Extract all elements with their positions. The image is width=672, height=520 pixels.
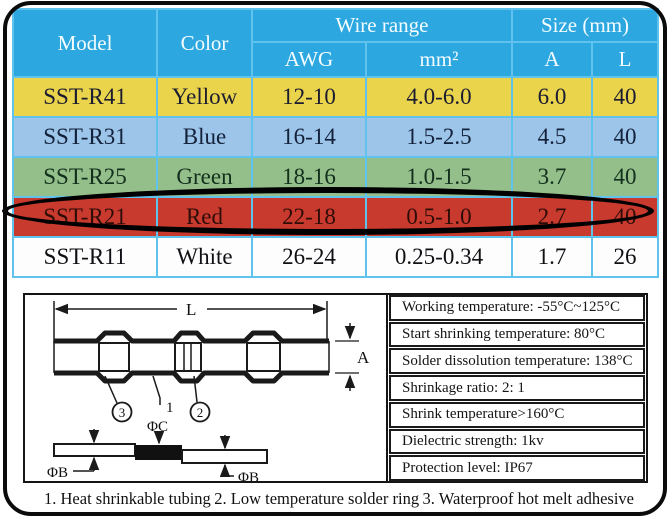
- size-a-cell: 6.0: [511, 76, 593, 118]
- spec-protection-level: Protection level: IP67: [389, 455, 645, 482]
- callout-3-number: 3: [119, 405, 126, 420]
- callout-1-number: 1: [166, 400, 174, 416]
- mm2-cell: 0.5-1.0: [365, 196, 513, 238]
- size-l-cell: 40: [591, 196, 659, 238]
- col-header-color: Color: [156, 8, 253, 78]
- size-l-cell: 40: [591, 76, 659, 118]
- color-cell: Red: [156, 196, 253, 238]
- col-header-wire-range: Wire range: [251, 8, 513, 43]
- legend-waterproof-hot-melt-adhesive: 3. Waterproof hot melt adhesive: [422, 489, 634, 508]
- model-cell: SST-R21: [12, 196, 158, 238]
- model-cell: SST-R25: [12, 156, 158, 198]
- wire-connector-table: Model Color Wire range Size (mm) AWG mm²…: [12, 8, 659, 278]
- awg-cell: 26-24: [251, 236, 367, 278]
- awg-cell: 12-10: [251, 76, 367, 118]
- spec-shrink-temperature: Shrink temperature>160°C: [389, 401, 645, 428]
- model-cell: SST-R31: [12, 116, 158, 158]
- spec-start-shrinking-temperature: Start shrinking temperature: 80°C: [389, 321, 645, 348]
- spec-shrinkage-ratio: Shrinkage ratio: 2: 1: [389, 375, 645, 401]
- connector-drawing: L A 3 1 2 ΦC ΦB ΦB: [47, 298, 370, 481]
- color-cell: Yellow: [156, 76, 253, 118]
- dimension-l-label: L: [186, 300, 196, 319]
- size-a-cell: 1.7: [511, 236, 593, 278]
- mm2-cell: 1.0-1.5: [365, 156, 513, 198]
- table-row-sst-r41: SST-R41 Yellow 12-10 4.0-6.0 6.0 40: [12, 76, 659, 118]
- mm2-cell: 1.5-2.5: [365, 116, 513, 158]
- model-cell: SST-R41: [12, 76, 158, 118]
- size-a-cell: 4.5: [511, 116, 593, 158]
- awg-cell: 18-16: [251, 156, 367, 198]
- table-row-sst-r25: SST-R25 Green 18-16 1.0-1.5 3.7 40: [12, 156, 659, 198]
- size-l-cell: 26: [591, 236, 659, 278]
- color-cell: Green: [156, 156, 253, 198]
- size-l-cell: 40: [591, 156, 659, 198]
- col-header-l: L: [591, 41, 659, 78]
- model-cell: SST-R11: [12, 236, 158, 278]
- spec-dielectric-strength: Dielectric strength: 1kv: [389, 428, 645, 455]
- spec-list: Working temperature: -55°C~125°C Start s…: [388, 295, 646, 482]
- detail-panel: L A 3 1 2 ΦC ΦB ΦB Working temperature: …: [23, 293, 648, 483]
- legend-low-temperature-solder-ring: 2. Low temperature solder ring: [214, 489, 420, 508]
- awg-cell: 22-18: [251, 196, 367, 238]
- awg-cell: 16-14: [251, 116, 367, 158]
- spec-working-temperature: Working temperature: -55°C~125°C: [389, 295, 645, 321]
- col-header-model: Model: [12, 8, 158, 78]
- col-header-a: A: [511, 41, 593, 78]
- legend-heat-shrinkable-tubing: 1. Heat shrinkable tubing: [44, 489, 211, 508]
- size-a-cell: 3.7: [511, 156, 593, 198]
- diagram-legend: 1. Heat shrinkable tubing 2. Low tempera…: [30, 486, 646, 512]
- color-cell: Blue: [156, 116, 253, 158]
- mm2-cell: 4.0-6.0: [365, 76, 513, 118]
- spec-solder-dissolution-temperature: Solder dissolution temperature: 138°C: [389, 348, 645, 375]
- mm2-cell: 0.25-0.34: [365, 236, 513, 278]
- dimension-phi-b-right-label: ΦB: [238, 470, 259, 481]
- size-a-cell: 2.7: [511, 196, 593, 238]
- dimension-a-label: A: [357, 348, 370, 367]
- table-row-sst-r11: SST-R11 White 26-24 0.25-0.34 1.7 26: [12, 236, 659, 278]
- col-header-mm2: mm²: [365, 41, 513, 78]
- table-row-sst-r21-highlighted: SST-R21 Red 22-18 0.5-1.0 2.7 40: [12, 196, 659, 238]
- col-header-awg: AWG: [251, 41, 367, 78]
- table-row-sst-r31: SST-R31 Blue 16-14 1.5-2.5 4.5 40: [12, 116, 659, 158]
- col-header-size: Size (mm): [511, 8, 659, 43]
- callout-2-number: 2: [197, 405, 204, 420]
- connector-diagram: L A 3 1 2 ΦC ΦB ΦB: [25, 295, 388, 481]
- dimension-phi-b-left-label: ΦB: [47, 465, 68, 481]
- color-cell: White: [156, 236, 253, 278]
- size-l-cell: 40: [591, 116, 659, 158]
- dimension-phi-c-label: ΦC: [147, 419, 168, 435]
